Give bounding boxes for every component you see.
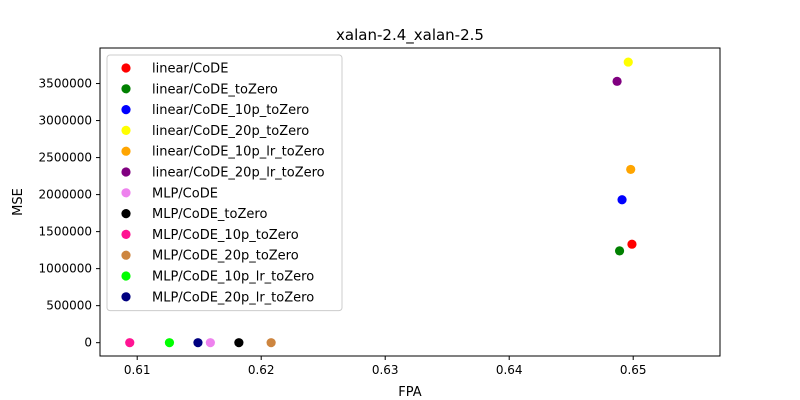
legend-label: MLP/CoDE_20p_toZero <box>152 249 299 264</box>
point-mlp-code-10p-lr-tozero <box>164 338 175 348</box>
legend-marker <box>121 146 131 156</box>
point-mlp-code <box>205 338 215 348</box>
point-mlp-code-20p-tozero <box>266 338 276 348</box>
x-axis-label: FPA <box>398 385 421 400</box>
legend-marker <box>121 167 131 177</box>
data-points <box>125 57 637 348</box>
y-tick-label: 3500000 <box>39 77 92 91</box>
legend-label: linear/CoDE_10p_toZero <box>152 103 309 118</box>
x-tick-label: 0.64 <box>496 363 523 377</box>
point-linear-code <box>627 239 637 249</box>
legend-marker <box>121 84 131 94</box>
point-linear-code-20p-tozero <box>623 57 633 67</box>
y-tick-label: 1000000 <box>39 262 92 276</box>
legend-marker <box>121 125 131 135</box>
legend-label: MLP/CoDE_toZero <box>152 207 267 222</box>
y-tick-label: 500000 <box>46 299 92 313</box>
legend-label: MLP/CoDE_10p_lr_toZero <box>152 270 314 285</box>
legend-marker <box>121 209 131 219</box>
point-linear-code-tozero <box>614 246 625 256</box>
y-tick-label: 0 <box>84 336 92 350</box>
legend-marker <box>121 292 131 302</box>
legend: linear/CoDE linear/CoDE_toZero linear/CoDE… <box>106 54 343 312</box>
point-linear-code-10p-tozero <box>617 195 627 205</box>
x-tick-label: 0.61 <box>124 363 151 377</box>
legend-marker <box>121 271 131 281</box>
x-tick-label: 0.63 <box>372 363 399 377</box>
legend-marker <box>121 250 131 260</box>
y-axis-label: MSE <box>11 188 26 216</box>
x-axis: 0.61 0.62 0.63 0.64 0.65 <box>124 356 647 377</box>
legend-marker <box>121 188 131 198</box>
legend-label: linear/CoDE_toZero <box>152 82 278 97</box>
legend-marker <box>121 229 131 239</box>
legend-label: MLP/CoDE_10p_toZero <box>152 228 299 243</box>
legend-label: MLP/CoDE_20p_lr_toZero <box>152 290 314 305</box>
legend-marker <box>121 105 131 115</box>
y-tick-label: 2500000 <box>39 151 92 165</box>
y-tick-label: 2000000 <box>39 188 92 202</box>
legend-label: linear/CoDE_10p_lr_toZero <box>152 145 325 160</box>
point-mlp-code-10p-tozero <box>125 338 135 348</box>
y-tick-label: 3000000 <box>39 114 92 128</box>
y-axis: 0 500000 1000000 1500000 2000000 2500000 30000… <box>39 77 100 350</box>
legend-label: MLP/CoDE <box>152 186 218 201</box>
plot-area <box>99 47 721 357</box>
y-tick-label: 1500000 <box>39 225 92 239</box>
legend-label: linear/CoDE_20p_toZero <box>152 124 309 139</box>
point-mlp-code-tozero <box>234 338 244 348</box>
legend-label: linear/CoDE_20p_lr_toZero <box>152 166 325 181</box>
legend-label: linear/CoDE <box>152 62 228 77</box>
point-linear-code-10p-lr-tozero <box>626 164 636 175</box>
x-tick-label: 0.62 <box>248 363 275 377</box>
legend-box <box>106 54 343 312</box>
x-tick-label: 0.65 <box>620 363 647 377</box>
chart-title: xalan-2.4_xalan-2.5 <box>336 26 484 45</box>
legend-marker <box>121 63 131 73</box>
point-linear-code-20p-lr-tozero <box>612 76 622 86</box>
point-mlp-code-20p-lr-tozero <box>193 338 203 348</box>
